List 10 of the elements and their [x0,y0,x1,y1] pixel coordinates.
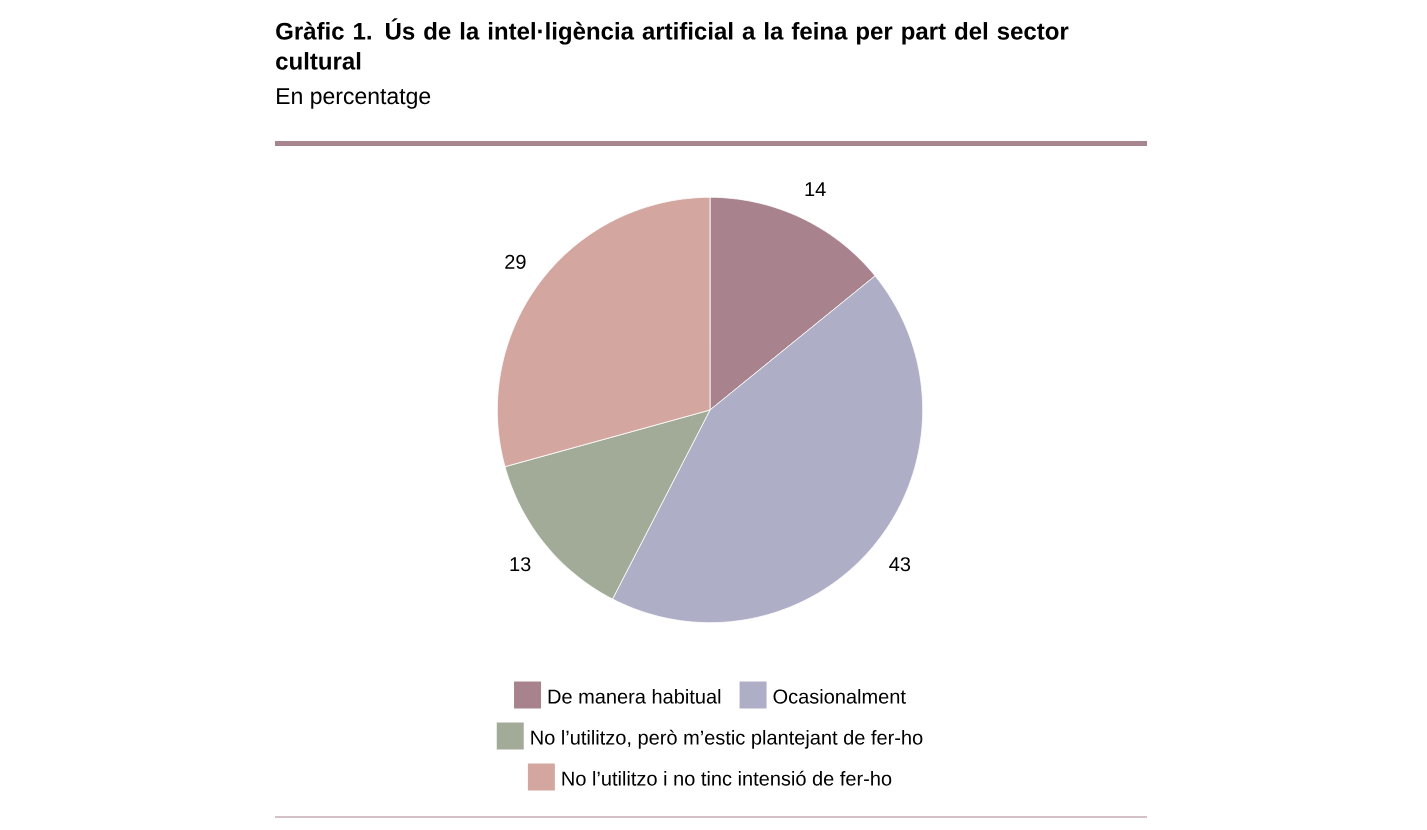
data-label: 43 [889,557,911,572]
data-label: 29 [505,254,526,269]
legend-label: Ocasionalment [773,689,906,704]
legend-label: No l’utilitzo, però m’estic plantejant de fer-ho [531,729,923,749]
chart-subtitle: En percentatge [277,88,431,109]
chart-title: Gràfic 1. Ús de la intel·ligència artificial a la feina per part del sector cultural [276,18,1069,70]
legend-label: No l’utilitzo i no tinc intensió de fer-ho [562,770,892,786]
data-label: 13 [510,557,531,572]
legend-label: De manera habitual [548,689,721,704]
data-label: 14 [805,182,826,197]
